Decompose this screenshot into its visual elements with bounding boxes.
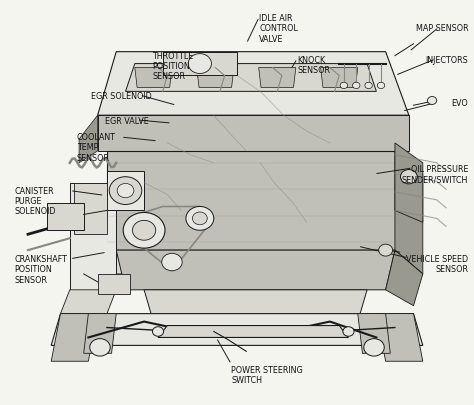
Polygon shape [135,68,172,87]
Circle shape [132,220,155,240]
Polygon shape [107,250,423,274]
Polygon shape [61,290,116,313]
Text: EGR SOLENOID: EGR SOLENOID [91,92,151,101]
Polygon shape [158,326,348,337]
Polygon shape [70,183,116,290]
Polygon shape [107,171,144,211]
Polygon shape [395,143,423,222]
Polygon shape [386,250,423,306]
Polygon shape [46,202,84,230]
Text: EGR VALVE: EGR VALVE [105,117,148,126]
Circle shape [364,339,384,356]
Circle shape [162,253,182,271]
Polygon shape [51,313,423,345]
Text: INJECTORS: INJECTORS [426,55,468,65]
Polygon shape [197,68,234,87]
Text: VEHICLE SPEED
SENSOR: VEHICLE SPEED SENSOR [406,255,468,274]
Circle shape [117,183,134,198]
Text: EVO: EVO [452,99,468,108]
Circle shape [379,244,392,256]
Circle shape [401,170,417,184]
Polygon shape [358,313,390,353]
Polygon shape [126,64,376,92]
Text: MAP SENSOR: MAP SENSOR [416,24,468,33]
Polygon shape [144,290,367,322]
Polygon shape [376,313,423,361]
Circle shape [428,96,437,104]
Text: CRANKSHAFT
POSITION
SENSOR: CRANKSHAFT POSITION SENSOR [14,255,67,285]
Text: THROTTLE
POSITION
SENSOR: THROTTLE POSITION SENSOR [153,52,194,81]
Circle shape [353,82,360,89]
Polygon shape [98,115,409,151]
Polygon shape [98,52,409,115]
Circle shape [109,177,142,205]
Polygon shape [320,68,358,87]
Polygon shape [98,274,130,294]
Polygon shape [395,151,423,274]
Circle shape [192,212,207,225]
Circle shape [377,82,385,89]
Text: OIL PRESSURE
SENDER/SWITCH: OIL PRESSURE SENDER/SWITCH [402,165,468,184]
Polygon shape [107,151,395,250]
Circle shape [365,82,373,89]
Polygon shape [79,115,98,163]
Polygon shape [51,313,98,361]
Circle shape [153,327,164,336]
Polygon shape [74,183,107,234]
Circle shape [340,82,347,89]
Circle shape [90,339,110,356]
Polygon shape [116,250,395,290]
Circle shape [186,207,214,230]
Circle shape [188,54,211,74]
Text: CANISTER
PURGE
SOLENOID: CANISTER PURGE SOLENOID [14,187,55,216]
Text: COOLANT
TEMP
SENSOR: COOLANT TEMP SENSOR [77,133,116,163]
Circle shape [123,212,165,248]
Text: KNOCK
SENSOR: KNOCK SENSOR [297,55,330,75]
Text: POWER STEERING
SWITCH: POWER STEERING SWITCH [231,366,303,386]
Polygon shape [84,313,116,353]
Polygon shape [163,52,237,75]
Text: IDLE AIR
CONTROL
VALVE: IDLE AIR CONTROL VALVE [259,14,298,44]
Polygon shape [259,68,296,87]
Circle shape [343,327,354,336]
